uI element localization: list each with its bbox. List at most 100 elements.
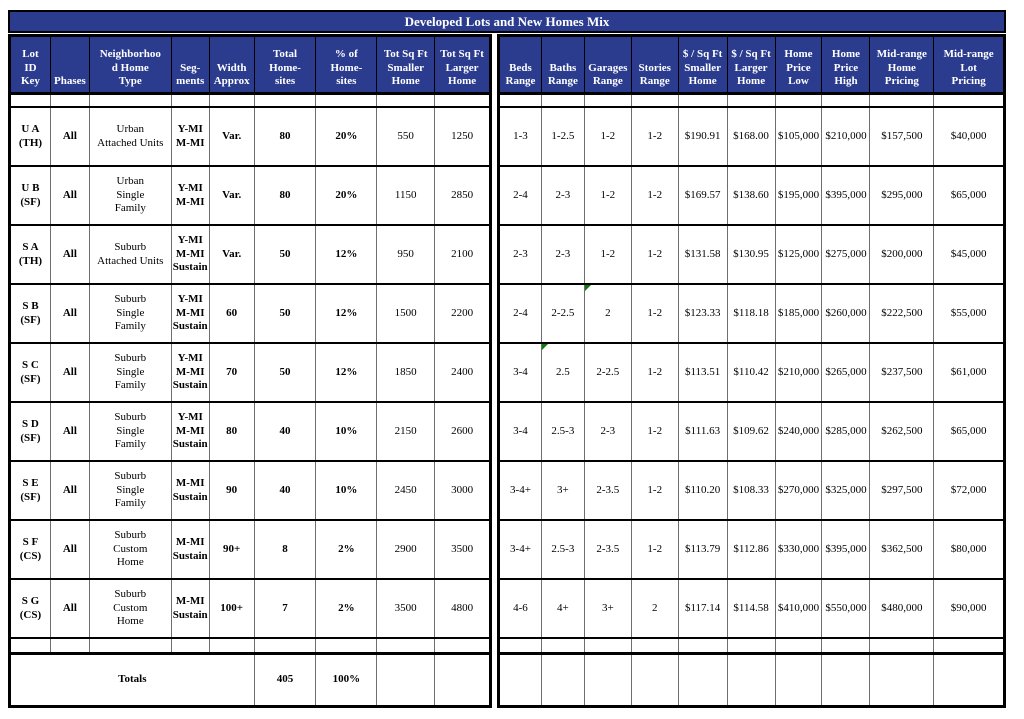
spacer-cell [9, 93, 51, 107]
cell: S F (CS) [9, 520, 51, 579]
cell: 20% [315, 166, 378, 225]
cell: Suburb Single Family [88, 402, 172, 461]
empty-cell [726, 653, 776, 707]
cell: All [49, 461, 90, 520]
cell: $40,000 [933, 107, 1005, 166]
cell: 80 [253, 166, 317, 225]
cell: Var. [208, 225, 255, 284]
column-header: Total Home- sites [253, 35, 317, 94]
spacer-cell [434, 93, 492, 107]
header-spacer-row [9, 93, 492, 107]
cell: $270,000 [774, 461, 823, 520]
cell: $168.00 [726, 107, 776, 166]
cell: 1-2 [583, 166, 632, 225]
cell: Y-MI M-MI Sustain [170, 225, 210, 284]
cell: Var. [208, 166, 255, 225]
cell: $480,000 [869, 579, 935, 638]
spacer-cell [774, 638, 823, 654]
cell: 2% [315, 579, 378, 638]
cell: 2-3 [540, 166, 585, 225]
cell: 50 [253, 284, 317, 343]
empty-cell [583, 653, 632, 707]
cell: $65,000 [933, 166, 1005, 225]
cell: Y-MI M-MI [170, 107, 210, 166]
cell: $61,000 [933, 343, 1005, 402]
cell: $113.79 [677, 520, 728, 579]
spacer-cell [315, 638, 378, 654]
cell: M-MI Sustain [170, 461, 210, 520]
spacer-cell [869, 93, 935, 107]
table-row: 4-6 4+ 3+ 2 $117.14 $114.58 $410,000 $550,000 $4… [498, 579, 1005, 638]
table-row: 3-4+ 3+ 2-3.5 1-2 $110.20 $108.33 $270,000 $325… [498, 461, 1005, 520]
spacer-cell [88, 638, 172, 654]
cell: All [49, 402, 90, 461]
cell: $65,000 [933, 402, 1005, 461]
cell: 20% [315, 107, 378, 166]
cell: 50 [253, 225, 317, 284]
cell: Suburb Single Family [88, 461, 172, 520]
cell: $195,000 [774, 166, 823, 225]
spacer-cell [933, 638, 1005, 654]
empty-cell [540, 653, 585, 707]
header-row: Lot ID Key Phases Neighborhoo d Home Type S… [9, 35, 492, 94]
table-row: 2-3 2-3 1-2 1-2 $131.58 $130.95 $125,000 $275,0… [498, 225, 1005, 284]
cell: S B (SF) [9, 284, 51, 343]
cell: 1-2 [630, 225, 679, 284]
cell: $237,500 [869, 343, 935, 402]
cell: $157,500 [869, 107, 935, 166]
empty-cell [869, 653, 935, 707]
table-row: 3-4 2.5-3 2-3 1-2 $111.63 $109.62 $240,000 $285… [498, 402, 1005, 461]
cell: 2.5-3 [540, 402, 585, 461]
column-header: Stories Range [630, 35, 679, 94]
totals-percent-cell: 100% [315, 653, 378, 707]
table-row: U A (TH) All Urban Attached Units Y-MI M-MI… [9, 107, 492, 166]
cell: Y-MI M-MI [170, 166, 210, 225]
table-row: 1-3 1-2.5 1-2 1-2 $190.91 $168.00 $105,000 $210… [498, 107, 1005, 166]
cell: $260,000 [821, 284, 871, 343]
spacer-cell [677, 638, 728, 654]
cell: 2150 [376, 402, 436, 461]
empty-cell [677, 653, 728, 707]
empty-cell [498, 653, 542, 707]
table-row: 3-4+ 2.5-3 2-3.5 1-2 $113.79 $112.86 $330,000 $… [498, 520, 1005, 579]
cell: $109.62 [726, 402, 776, 461]
cell: 1500 [376, 284, 436, 343]
cell: 2200 [434, 284, 492, 343]
cell: Suburb Single Family [88, 284, 172, 343]
column-header: Lot ID Key [9, 35, 51, 94]
cell: $55,000 [933, 284, 1005, 343]
cell: 1250 [434, 107, 492, 166]
cell: 1-3 [498, 107, 542, 166]
cell: 2-2.5 [540, 284, 585, 343]
cell: $108.33 [726, 461, 776, 520]
table-row: 3-4 2.5 2-2.5 1-2 $113.51 $110.42 $210,000 $265… [498, 343, 1005, 402]
cell: 3+ [540, 461, 585, 520]
spacer-cell [869, 638, 935, 654]
cell: 1-2 [630, 284, 679, 343]
cell: $72,000 [933, 461, 1005, 520]
cell: $131.58 [677, 225, 728, 284]
cell: 2-4 [498, 284, 542, 343]
cell: $117.14 [677, 579, 728, 638]
cell: 2-2.5 [583, 343, 632, 402]
cell: $105,000 [774, 107, 823, 166]
table-row: S D (SF) All Suburb Single Family Y-MI M-MI… [9, 402, 492, 461]
cell: 1-2 [583, 225, 632, 284]
spacer-cell [253, 638, 317, 654]
spacer-cell [376, 93, 436, 107]
cell: All [49, 343, 90, 402]
empty-cell [933, 653, 1005, 707]
cell: $112.86 [726, 520, 776, 579]
cell: $123.33 [677, 284, 728, 343]
table-row: S B (SF) All Suburb Single Family Y-MI M-MI… [9, 284, 492, 343]
cell: 10% [315, 402, 378, 461]
empty-cell [376, 653, 436, 707]
cell: 1850 [376, 343, 436, 402]
cell: 50 [253, 343, 317, 402]
cell: 10% [315, 461, 378, 520]
cell: 40 [253, 402, 317, 461]
cell: 1-2 [583, 107, 632, 166]
spacer-cell [170, 93, 210, 107]
cell: $200,000 [869, 225, 935, 284]
cell: 12% [315, 225, 378, 284]
